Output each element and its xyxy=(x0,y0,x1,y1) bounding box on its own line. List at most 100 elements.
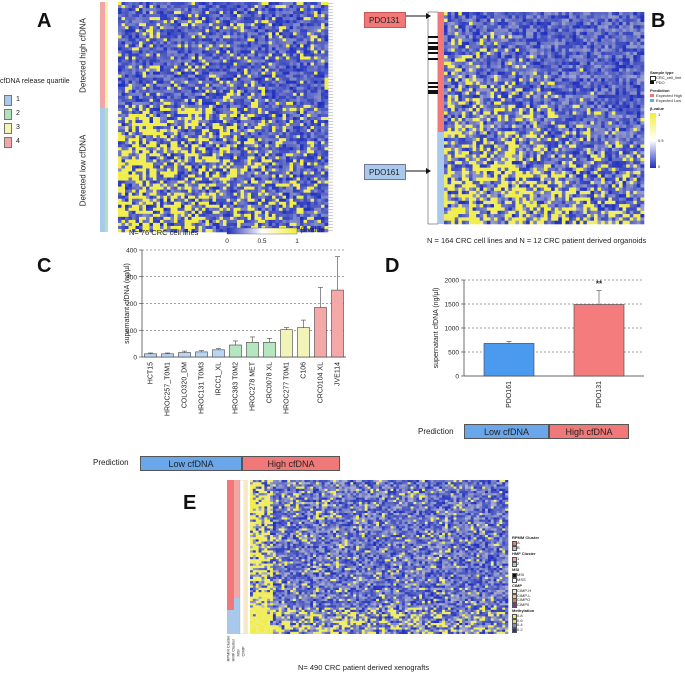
ytick-label-400: 400 xyxy=(126,248,137,255)
legend-e-swatch xyxy=(512,627,517,633)
legend-b-beta: β-value xyxy=(650,106,665,111)
quartile-swatch-3 xyxy=(4,123,12,134)
bar-PDO131 xyxy=(573,304,625,377)
arrow-pdo131-head xyxy=(426,13,431,19)
b-pdo-mark xyxy=(428,82,438,84)
caption-a: N= 76 CRC cell lines xyxy=(129,228,199,237)
quartile-swatch-4 xyxy=(4,137,12,148)
ytick-label-100: 100 xyxy=(126,328,137,335)
e-cimp xyxy=(244,480,248,634)
legend-e-title-2: MSI xyxy=(512,567,520,572)
significance-marker: ** xyxy=(596,280,603,289)
panel-label-a: A xyxy=(37,10,52,32)
a-annot-q3 xyxy=(105,2,108,108)
legend-e-item: 1 xyxy=(517,556,520,561)
prediction-label-c: Prediction xyxy=(93,458,129,467)
legend-b-colorbar xyxy=(650,113,656,168)
quartile-label-1: 1 xyxy=(16,96,20,103)
bar-IRCC1_XL xyxy=(212,349,225,358)
y-axis-label: supernatant cfDNA (ng/µl) xyxy=(433,288,440,369)
bar-CRC0104 XL xyxy=(314,307,327,358)
b-pdo-mark xyxy=(428,58,438,60)
bar-C106 xyxy=(297,327,310,358)
legend-e-item: 0.4 xyxy=(517,622,523,627)
bar-HCT15 xyxy=(144,353,157,358)
legend-b: Sample type CRC_cell_line PDO Prediction… xyxy=(650,70,685,180)
e-hmf-2 xyxy=(234,598,240,634)
bar-HROC278 MET xyxy=(246,342,259,358)
bar-CRC0078 XL xyxy=(263,342,276,358)
legend-b-tick-1: 1 xyxy=(658,112,661,117)
e-hmf xyxy=(234,480,240,634)
b-pred-low xyxy=(438,132,444,224)
ytick-label-2000: 2000 xyxy=(445,278,460,285)
b-pdo-mark xyxy=(428,46,438,48)
legend-e-item: CIMP-L xyxy=(517,592,531,598)
legend-e-swatch xyxy=(512,545,517,551)
legend-e-swatch xyxy=(512,602,517,608)
legend-b-low: Expected Low xyxy=(656,98,682,103)
legend-e-title-4: Methylation xyxy=(512,608,535,613)
legend-e-swatch xyxy=(512,577,517,583)
row-label-high-container: Detected high cfDNA xyxy=(76,4,88,110)
legend-e: RPMM Cluster A B HMF Cluster 1 2 MSI MSI MSS CIMP… xyxy=(512,535,552,635)
bar-HROC383 T0M2 xyxy=(229,344,242,358)
ytick-label-500: 500 xyxy=(448,350,459,357)
ytick-label-1000: 1000 xyxy=(445,326,460,333)
xtick-label-IRCC1_XL: IRCC1_XL xyxy=(216,362,223,396)
xtick-label-C106: C106 xyxy=(301,362,308,379)
ytick-label-0: 0 xyxy=(455,374,459,381)
ytick-label-1500: 1500 xyxy=(445,302,460,309)
prediction-low-d: Low cfDNA xyxy=(464,424,549,439)
legend-b-crc: CRC_cell_line xyxy=(656,75,682,80)
legend-e-item: 0.6 xyxy=(517,617,523,623)
legend-e-item: CIMPO xyxy=(517,597,531,602)
panel-label-e: E xyxy=(183,492,197,514)
panel-label-d: D xyxy=(385,255,400,277)
legend-b-pdo: PDO xyxy=(656,80,665,85)
legend-e-item: 2 xyxy=(517,560,520,566)
legend-e-title-3: CIMP xyxy=(512,583,522,588)
legend-e-item: B xyxy=(517,544,520,550)
colorbar-a: 0 0.5 1 xyxy=(225,227,299,245)
heatmap-e-cells xyxy=(250,480,509,634)
ytick-label-0: 0 xyxy=(133,355,137,362)
quartile-legend-title: cfDNA release quartile xyxy=(0,78,70,85)
xtick-label-PDO131: PDO131 xyxy=(596,381,603,408)
quartile-swatch-2 xyxy=(4,109,12,120)
legend-e-item: 0.2 xyxy=(517,626,523,632)
a-annot-q4 xyxy=(100,2,105,108)
pdo161-box: PDO161 xyxy=(364,164,406,180)
row-label-low-container: Detected low cfDNA xyxy=(76,110,88,235)
e-rpmm-a xyxy=(227,480,234,610)
bar-HROC257_T0M1 xyxy=(161,353,174,358)
ytick-label-200: 200 xyxy=(126,301,137,308)
panel-label-c: C xyxy=(37,255,52,277)
xtick-label-PDO161: PDO161 xyxy=(506,381,513,408)
xtick-label-HCT15: HCT15 xyxy=(148,362,155,384)
b-pdo-mark xyxy=(428,36,438,38)
row-label-low: Detected low cfDNA xyxy=(78,134,88,207)
legend-e-item: A xyxy=(517,540,520,545)
e-msi xyxy=(239,480,245,634)
bar-JVE114 xyxy=(331,289,344,358)
xtick-label-HROC278 MET: HROC278 MET xyxy=(250,361,257,411)
legend-e-item: MSS xyxy=(517,576,526,582)
legend-b-low-swatch xyxy=(650,99,654,102)
heatmap-b xyxy=(406,11,645,225)
colorbar-a-gradient xyxy=(226,227,298,235)
xtick-label-CRC0104 XL: CRC0104 XL xyxy=(318,362,325,403)
b-pred-high xyxy=(438,12,444,132)
b-pdo-mark xyxy=(428,42,438,44)
legend-e-item: 0.8 xyxy=(517,613,523,618)
a-annot-q1 xyxy=(100,108,105,232)
legend-b-pdo-swatch xyxy=(650,81,654,84)
pdo131-label: PDO131 xyxy=(369,16,400,25)
xtick-label-JVE114: JVE114 xyxy=(335,362,342,386)
chart-c: 0 100 200 300 400 supernatant cfDNA (ng/µl) HC… xyxy=(124,248,346,416)
ytick-label-300: 300 xyxy=(126,274,137,281)
xtick-label-HROC277 T0M1: HROC277 T0M1 xyxy=(284,362,291,414)
heatmap-a-cells xyxy=(118,2,329,233)
legend-b-crc-swatch xyxy=(650,76,656,81)
prediction-high-d: High cfDNA xyxy=(549,424,629,439)
